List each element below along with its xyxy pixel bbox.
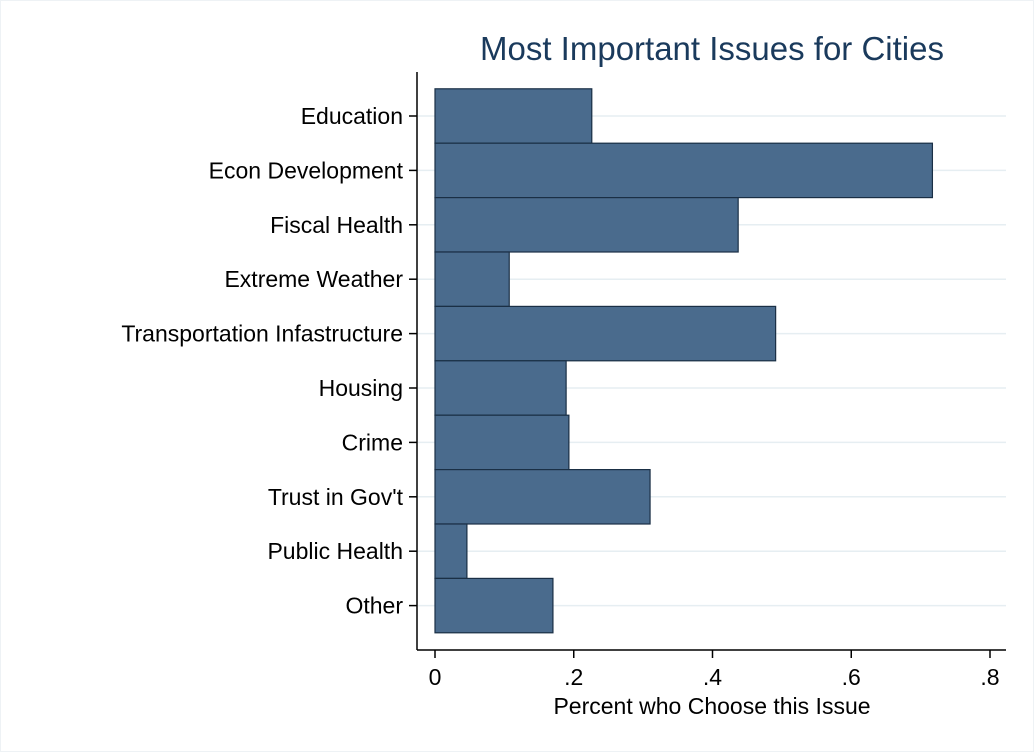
bar [434, 414, 570, 471]
category-label: Extreme Weather [224, 266, 403, 292]
category-labels: Education Econ Development Fiscal Health Ex… [121, 103, 403, 619]
chart-title: Most Important Issues for Cities [480, 30, 944, 67]
x-tick-label: .2 [564, 664, 583, 690]
x-tick-label: .8 [980, 664, 999, 690]
bar [434, 305, 777, 362]
bar [434, 197, 739, 253]
bar [434, 523, 468, 580]
axes [409, 72, 1006, 658]
bar [434, 251, 510, 308]
bar [434, 88, 593, 144]
category-label: Housing [319, 375, 403, 401]
x-tick-label: .4 [703, 664, 722, 690]
x-tick-label: .6 [842, 664, 861, 690]
category-label: Education [301, 103, 403, 129]
x-tick-label: 0 [429, 664, 442, 690]
bar [434, 360, 567, 416]
bar [434, 142, 934, 199]
category-label: Crime [342, 429, 403, 455]
category-label: Public Health [267, 538, 403, 564]
category-label: Transportation Infastructure [121, 321, 403, 347]
category-label: Fiscal Health [270, 212, 403, 238]
bars [434, 88, 934, 634]
category-label: Econ Development [209, 157, 404, 183]
tick-labels: 0 .2 .4 .6 .8 [429, 664, 1000, 690]
category-label: Trust in Gov't [268, 484, 404, 510]
category-label: Other [345, 593, 403, 619]
bar [434, 469, 651, 525]
x-axis-title: Percent who Choose this Issue [553, 693, 870, 719]
bar [434, 577, 554, 634]
